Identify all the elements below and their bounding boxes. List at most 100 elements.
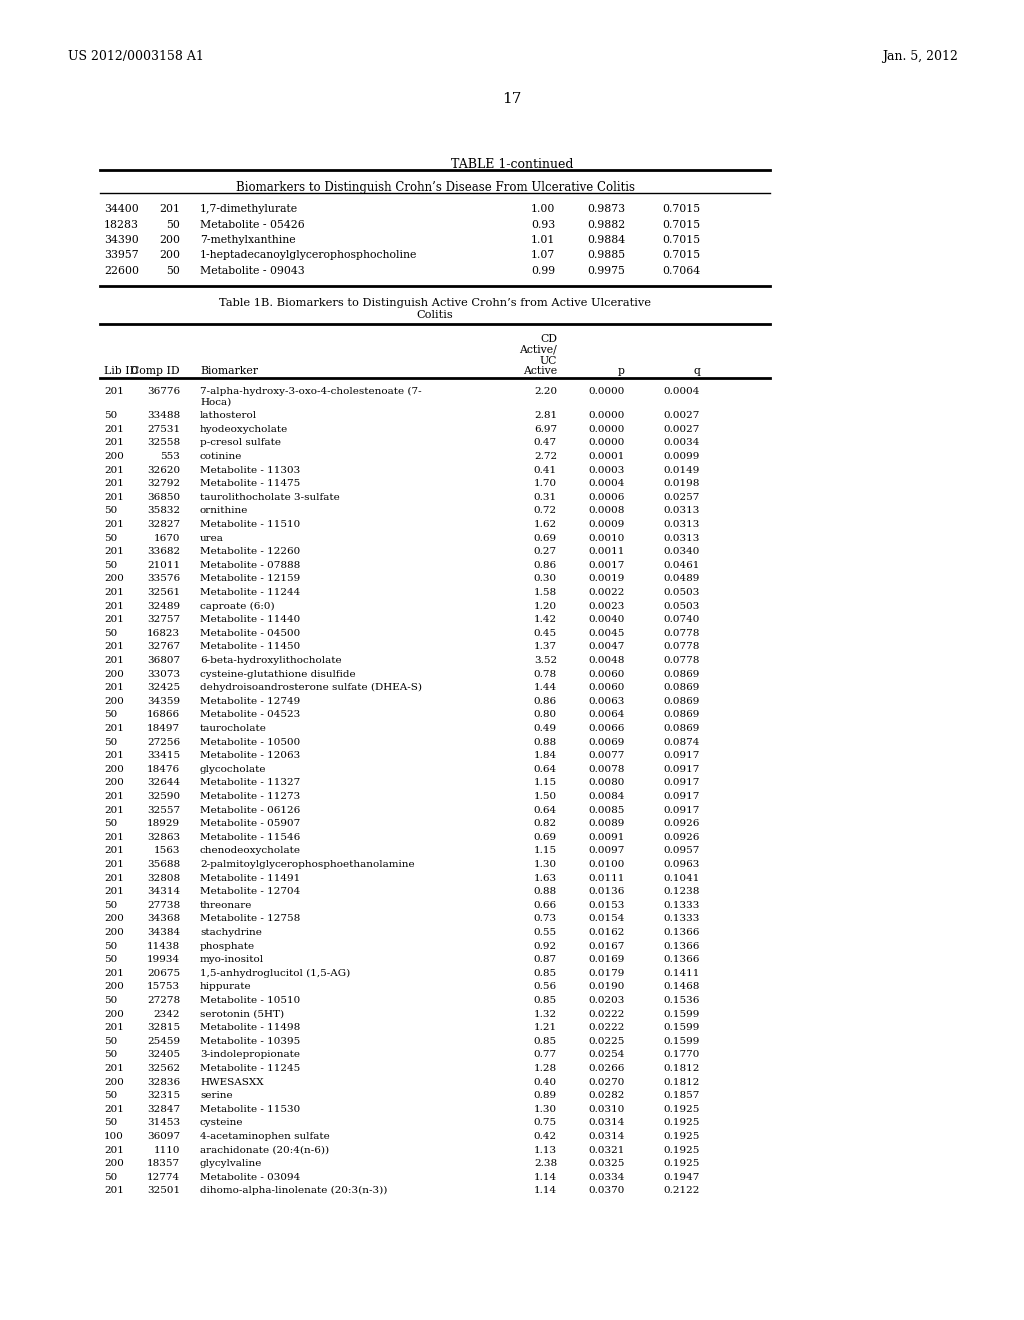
Text: 200: 200 xyxy=(104,982,124,991)
Text: Metabolite - 10395: Metabolite - 10395 xyxy=(200,1036,300,1045)
Text: 200: 200 xyxy=(104,1077,124,1086)
Text: p: p xyxy=(618,367,625,376)
Text: 50: 50 xyxy=(104,411,118,420)
Text: 33682: 33682 xyxy=(146,546,180,556)
Text: 50: 50 xyxy=(104,1118,118,1127)
Text: 1.15: 1.15 xyxy=(534,846,557,855)
Text: 0.0045: 0.0045 xyxy=(589,628,625,638)
Text: 34400: 34400 xyxy=(104,205,138,214)
Text: 0.64: 0.64 xyxy=(534,764,557,774)
Text: 0.1770: 0.1770 xyxy=(664,1051,700,1060)
Text: 3-indolepropionate: 3-indolepropionate xyxy=(200,1051,300,1060)
Text: 201: 201 xyxy=(104,587,124,597)
Text: 33415: 33415 xyxy=(146,751,180,760)
Text: 0.0010: 0.0010 xyxy=(589,533,625,543)
Text: 201: 201 xyxy=(104,1187,124,1196)
Text: 50: 50 xyxy=(104,710,118,719)
Text: 50: 50 xyxy=(104,941,118,950)
Text: 32808: 32808 xyxy=(146,874,180,883)
Text: 200: 200 xyxy=(104,1159,124,1168)
Text: 0.0869: 0.0869 xyxy=(664,723,700,733)
Text: 32644: 32644 xyxy=(146,779,180,787)
Text: HWESASXX: HWESASXX xyxy=(200,1077,263,1086)
Text: 50: 50 xyxy=(104,738,118,747)
Text: 1563: 1563 xyxy=(154,846,180,855)
Text: cysteine: cysteine xyxy=(200,1118,244,1127)
Text: 0.1536: 0.1536 xyxy=(664,995,700,1005)
Text: 32836: 32836 xyxy=(146,1077,180,1086)
Text: Metabolite - 11498: Metabolite - 11498 xyxy=(200,1023,300,1032)
Text: 0.0778: 0.0778 xyxy=(664,643,700,651)
Text: 0.0334: 0.0334 xyxy=(589,1172,625,1181)
Text: Lib ID: Lib ID xyxy=(104,367,138,376)
Text: 0.31: 0.31 xyxy=(534,492,557,502)
Text: 0.0003: 0.0003 xyxy=(589,466,625,474)
Text: Metabolite - 09043: Metabolite - 09043 xyxy=(200,267,305,276)
Text: Metabolite - 10500: Metabolite - 10500 xyxy=(200,738,300,747)
Text: 33073: 33073 xyxy=(146,669,180,678)
Text: 0.0222: 0.0222 xyxy=(589,1010,625,1019)
Text: 201: 201 xyxy=(104,479,124,488)
Text: 0.1812: 0.1812 xyxy=(664,1064,700,1073)
Text: 1.13: 1.13 xyxy=(534,1146,557,1155)
Text: dehydroisoandrosterone sulfate (DHEA-S): dehydroisoandrosterone sulfate (DHEA-S) xyxy=(200,684,422,692)
Text: caproate (6:0): caproate (6:0) xyxy=(200,602,274,611)
Text: 0.0097: 0.0097 xyxy=(589,846,625,855)
Text: 1.28: 1.28 xyxy=(534,1064,557,1073)
Text: 50: 50 xyxy=(104,1036,118,1045)
Text: 201: 201 xyxy=(104,425,124,434)
Text: 201: 201 xyxy=(104,846,124,855)
Text: 201: 201 xyxy=(104,656,124,665)
Text: 12774: 12774 xyxy=(146,1172,180,1181)
Text: 0.0100: 0.0100 xyxy=(589,859,625,869)
Text: 32863: 32863 xyxy=(146,833,180,842)
Text: 0.1925: 0.1925 xyxy=(664,1159,700,1168)
Text: 200: 200 xyxy=(104,928,124,937)
Text: 0.0340: 0.0340 xyxy=(664,546,700,556)
Text: taurocholate: taurocholate xyxy=(200,723,267,733)
Text: US 2012/0003158 A1: US 2012/0003158 A1 xyxy=(68,50,204,63)
Text: 0.0099: 0.0099 xyxy=(664,451,700,461)
Text: 1.32: 1.32 xyxy=(534,1010,557,1019)
Text: 1110: 1110 xyxy=(154,1146,180,1155)
Text: 34384: 34384 xyxy=(146,928,180,937)
Text: dihomo-alpha-linolenate (20:3(n-3)): dihomo-alpha-linolenate (20:3(n-3)) xyxy=(200,1187,387,1196)
Text: 50: 50 xyxy=(104,1172,118,1181)
Text: 0.0047: 0.0047 xyxy=(589,643,625,651)
Text: 0.0080: 0.0080 xyxy=(589,779,625,787)
Text: 0.0869: 0.0869 xyxy=(664,710,700,719)
Text: 0.1366: 0.1366 xyxy=(664,956,700,964)
Text: phosphate: phosphate xyxy=(200,941,255,950)
Text: 200: 200 xyxy=(104,451,124,461)
Text: 4-acetaminophen sulfate: 4-acetaminophen sulfate xyxy=(200,1133,330,1140)
Text: Table 1B. Biomarkers to Distinguish Active Crohn’s from Active Ulcerative: Table 1B. Biomarkers to Distinguish Acti… xyxy=(219,297,651,308)
Text: 0.73: 0.73 xyxy=(534,915,557,923)
Text: 16866: 16866 xyxy=(146,710,180,719)
Text: 201: 201 xyxy=(104,723,124,733)
Text: 21011: 21011 xyxy=(146,561,180,570)
Text: Colitis: Colitis xyxy=(417,310,454,321)
Text: 0.1857: 0.1857 xyxy=(664,1092,700,1100)
Text: 0.0179: 0.0179 xyxy=(589,969,625,978)
Text: 0.0503: 0.0503 xyxy=(664,587,700,597)
Text: Comp ID: Comp ID xyxy=(131,367,180,376)
Text: 0.0089: 0.0089 xyxy=(589,820,625,828)
Text: Metabolite - 11327: Metabolite - 11327 xyxy=(200,779,300,787)
Text: 0.92: 0.92 xyxy=(534,941,557,950)
Text: Metabolite - 11546: Metabolite - 11546 xyxy=(200,833,300,842)
Text: 0.0917: 0.0917 xyxy=(664,805,700,814)
Text: Metabolite - 12260: Metabolite - 12260 xyxy=(200,546,300,556)
Text: 0.0270: 0.0270 xyxy=(589,1077,625,1086)
Text: Biomarker: Biomarker xyxy=(200,367,258,376)
Text: 201: 201 xyxy=(159,205,180,214)
Text: 0.0370: 0.0370 xyxy=(589,1187,625,1196)
Text: 32561: 32561 xyxy=(146,587,180,597)
Text: 32767: 32767 xyxy=(146,643,180,651)
Text: 50: 50 xyxy=(104,628,118,638)
Text: hyodeoxycholate: hyodeoxycholate xyxy=(200,425,288,434)
Text: Metabolite - 11244: Metabolite - 11244 xyxy=(200,587,300,597)
Text: 0.0069: 0.0069 xyxy=(589,738,625,747)
Text: 0.0869: 0.0869 xyxy=(664,684,700,692)
Text: 32562: 32562 xyxy=(146,1064,180,1073)
Text: 0.80: 0.80 xyxy=(534,710,557,719)
